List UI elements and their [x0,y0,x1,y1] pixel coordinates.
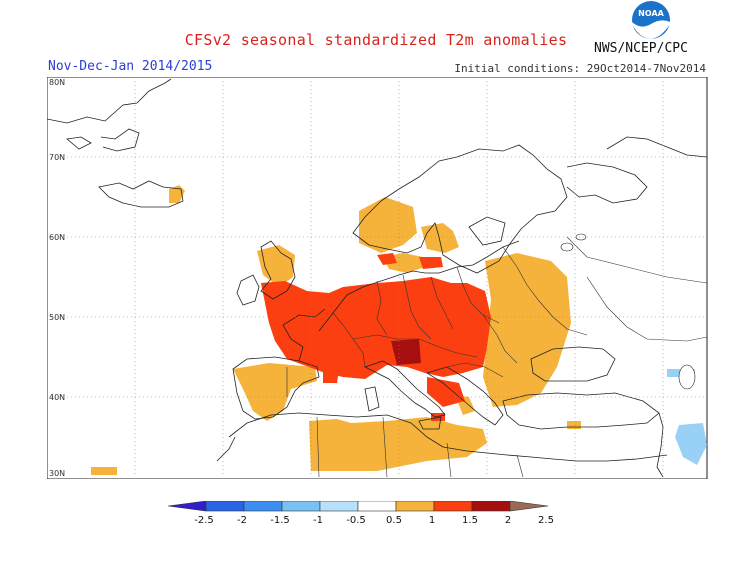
anomaly-15-2-regions [391,339,421,365]
logo-text: NOAA [638,9,664,18]
colorbar-label: -1.5 [270,515,290,526]
lat-tick-label: 60N [49,233,65,242]
colorbar-box [205,501,245,512]
anomaly-05-1-regions [91,185,581,475]
colorbar-label: 2.5 [538,515,554,526]
colorbar-labels: -2.5 -2 -1.5 -1 -0.5 0.5 1 1.5 2 2.5 [194,515,554,526]
lat-tick-label: 80N [49,78,65,87]
latitude-labels: 30N 40N 50N 60N 70N 80N [49,78,65,478]
inland-water [560,233,696,390]
colorbar-label: 2 [505,515,511,526]
chart-title: CFSv2 seasonal standardized T2m anomalie… [184,31,568,49]
colorbar-box [357,501,397,512]
colorbar-box [509,501,549,512]
colorbar-box [167,501,207,512]
colorbar: -2.5 -2 -1.5 -1 -0.5 0.5 1 1.5 2 2.5 [167,501,554,526]
lat-tick-label: 50N [49,313,65,322]
colorbar-box [243,501,283,512]
colorbar-box [471,501,511,512]
colorbar-box [319,501,359,512]
colorbar-label: -0.5 [346,515,366,526]
borders [286,236,708,478]
anomaly-1-15-regions [261,253,491,421]
colorbar-box [281,501,321,512]
colorbar-label: 1 [429,515,435,526]
colorbar-label: -2 [237,515,247,526]
colorbar-label: -2.5 [194,515,214,526]
colorbar-boxes [167,501,549,512]
colorbar-label: 1.5 [462,515,478,526]
season-label: Nov-Dec-Jan 2014/2015 [48,59,213,74]
noaa-logo-icon: NOAA [632,1,670,39]
graticule [47,77,707,477]
colorbar-label: -1 [313,515,323,526]
lat-tick-label: 70N [49,153,65,162]
agency-label: NWS/NCEP/CPC [594,41,688,56]
lat-tick-label: 30N [49,469,65,478]
lat-tick-label: 40N [49,393,65,402]
colorbar-box [395,501,435,512]
initial-conditions: Initial conditions: 29Oct2014-7Nov2014 [454,62,706,75]
map-frame [47,77,708,479]
colorbar-box [433,501,473,512]
colorbar-label: 0.5 [386,515,402,526]
